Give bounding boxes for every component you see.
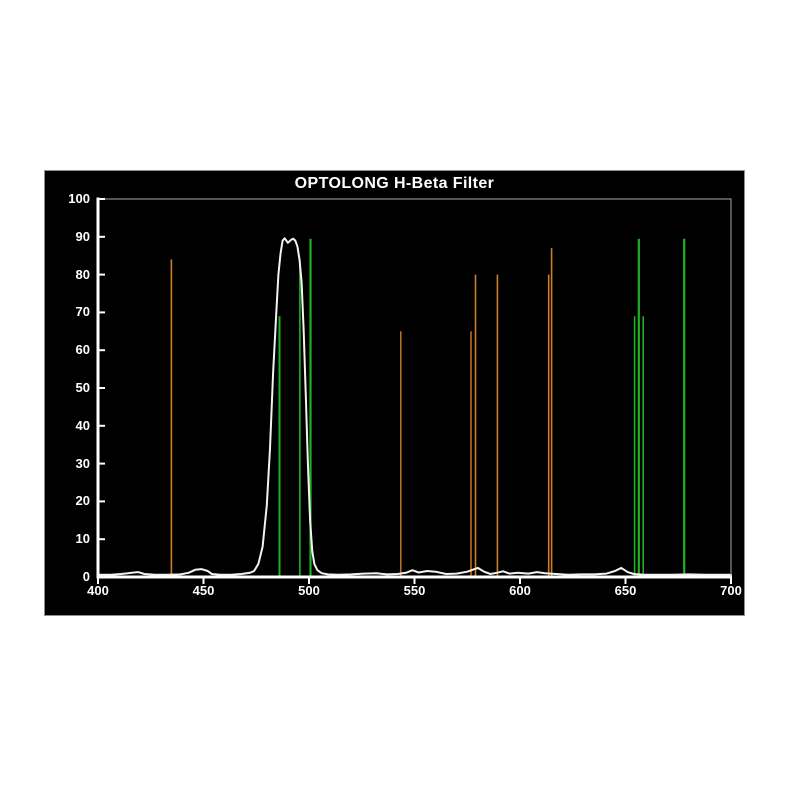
- y-axis-label-90: 90: [75, 228, 90, 244]
- y-axis-label-20: 20: [75, 493, 90, 509]
- transmission-curve: [97, 237, 732, 576]
- plot-box-border: [98, 198, 732, 577]
- y-axis-label-0: 0: [82, 569, 90, 584]
- x-axis-label-450: 450: [192, 583, 215, 598]
- x-axis-label-550: 550: [403, 583, 426, 598]
- y-axis-label-40: 40: [75, 417, 90, 433]
- chart-title: OPTOLONG H-Beta Filter: [294, 175, 495, 192]
- x-axis-label-650: 650: [614, 583, 637, 598]
- x-axis-label-700: 700: [720, 583, 742, 598]
- y-axis-label-100: 100: [68, 191, 90, 206]
- spectral-transmission-chart: OPTOLONG H-Beta Filter 0 10 20 30 40 50 60 70 80…: [44, 170, 745, 616]
- y-axis-label-80: 80: [75, 266, 90, 282]
- x-axis-label-600: 600: [509, 583, 531, 598]
- x-axis-label-400: 400: [87, 583, 109, 598]
- y-axis-label-70: 70: [75, 304, 90, 320]
- y-axis-label-50: 50: [75, 380, 90, 395]
- y-axis-label-10: 10: [75, 531, 90, 547]
- y-axis-label-60: 60: [75, 342, 90, 358]
- x-axis-label-500: 500: [298, 583, 320, 598]
- y-axis-label-30: 30: [75, 455, 90, 471]
- plot-area: [96, 197, 732, 584]
